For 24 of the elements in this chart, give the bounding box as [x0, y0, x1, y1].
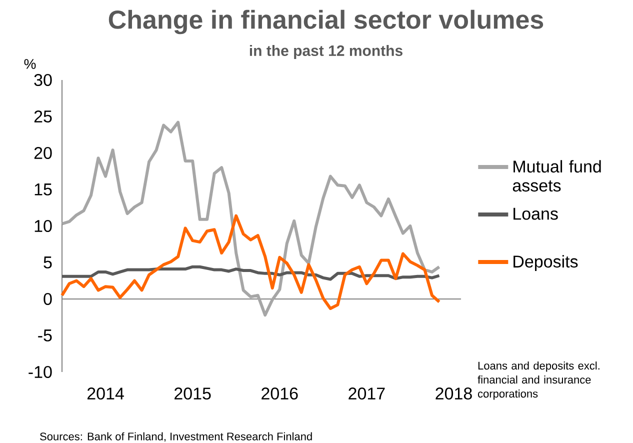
legend-label: Mutual fund assets — [512, 160, 601, 192]
line-series — [60, 214, 441, 310]
y-tick-label: -5 — [38, 330, 52, 342]
chart-subtitle: in the past 12 months — [250, 45, 402, 59]
x-tick-label: 2015 — [174, 388, 211, 400]
line-series — [60, 120, 441, 317]
y-tick-label: 10 — [34, 220, 52, 232]
y-tick-label: 5 — [44, 256, 52, 268]
source-note: Sources: Bank of Finland, Investment Research Finland — [40, 432, 312, 442]
x-tick-label: 2014 — [87, 388, 124, 400]
chart-title: Change in financial sector volumes — [108, 10, 544, 34]
legend-label: Deposits — [514, 255, 578, 271]
y-tick-label: 25 — [34, 110, 52, 123]
x-tick-label: 2017 — [348, 388, 385, 400]
x-tick-label: 2016 — [262, 388, 298, 400]
y-tick-label: 20 — [34, 146, 52, 160]
y-tick-label: 30 — [34, 74, 52, 86]
text: Loans and deposits excl. financial and insurance corporations — [478, 362, 600, 400]
y-tick-label: 15 — [34, 184, 52, 196]
y-tick-label: 0 — [44, 292, 52, 306]
legend-label: Loans — [514, 208, 558, 220]
y-tick-label: -10 — [28, 366, 52, 378]
x-tick-label: 2018 — [436, 388, 472, 400]
y-axis-title: % — [24, 59, 36, 69]
